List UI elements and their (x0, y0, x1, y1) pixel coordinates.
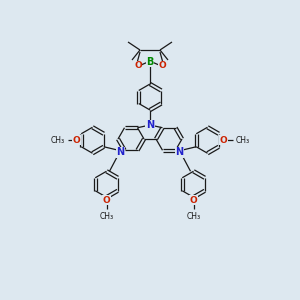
Text: O: O (103, 196, 110, 205)
Text: CH₃: CH₃ (236, 136, 250, 145)
Text: N: N (176, 147, 184, 157)
Text: N: N (116, 147, 124, 157)
Text: CH₃: CH₃ (50, 136, 64, 145)
Text: N: N (146, 120, 154, 130)
Text: O: O (73, 136, 80, 145)
Text: CH₃: CH₃ (186, 212, 201, 221)
Text: B: B (146, 57, 154, 67)
Text: O: O (134, 61, 142, 70)
Text: O: O (158, 61, 166, 70)
Text: O: O (190, 196, 197, 205)
Text: CH₃: CH₃ (99, 212, 114, 221)
Text: O: O (220, 136, 227, 145)
